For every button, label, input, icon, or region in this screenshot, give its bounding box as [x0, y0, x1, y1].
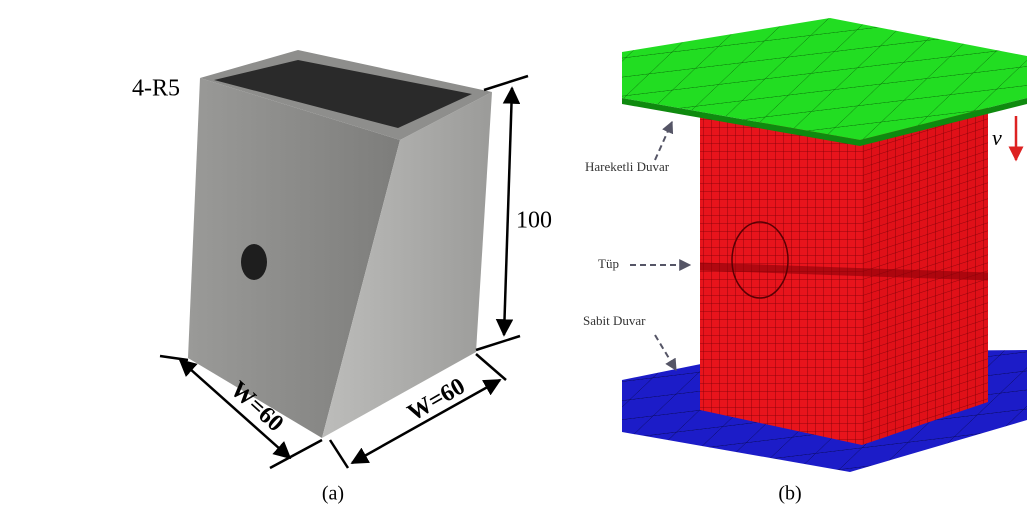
figure: 4-R5 100 W=60 W=60 (a) Hareketli Duvar T…: [0, 0, 1027, 515]
page: 4-R5 100 W=60 W=60 (a) Hareketli Duvar T…: [0, 0, 1027, 515]
velocity-label: v: [992, 125, 1002, 150]
fe-model: [622, 18, 1027, 472]
fixed-wall-label: Sabit Duvar: [583, 313, 646, 328]
moving-wall-label: Hareketli Duvar: [585, 159, 670, 174]
radius-label: 4-R5: [132, 76, 180, 102]
caption: (a): [322, 483, 344, 505]
caption: (b): [778, 483, 801, 505]
height-label: 100: [516, 208, 552, 234]
tube-label: Tüp: [598, 256, 619, 271]
